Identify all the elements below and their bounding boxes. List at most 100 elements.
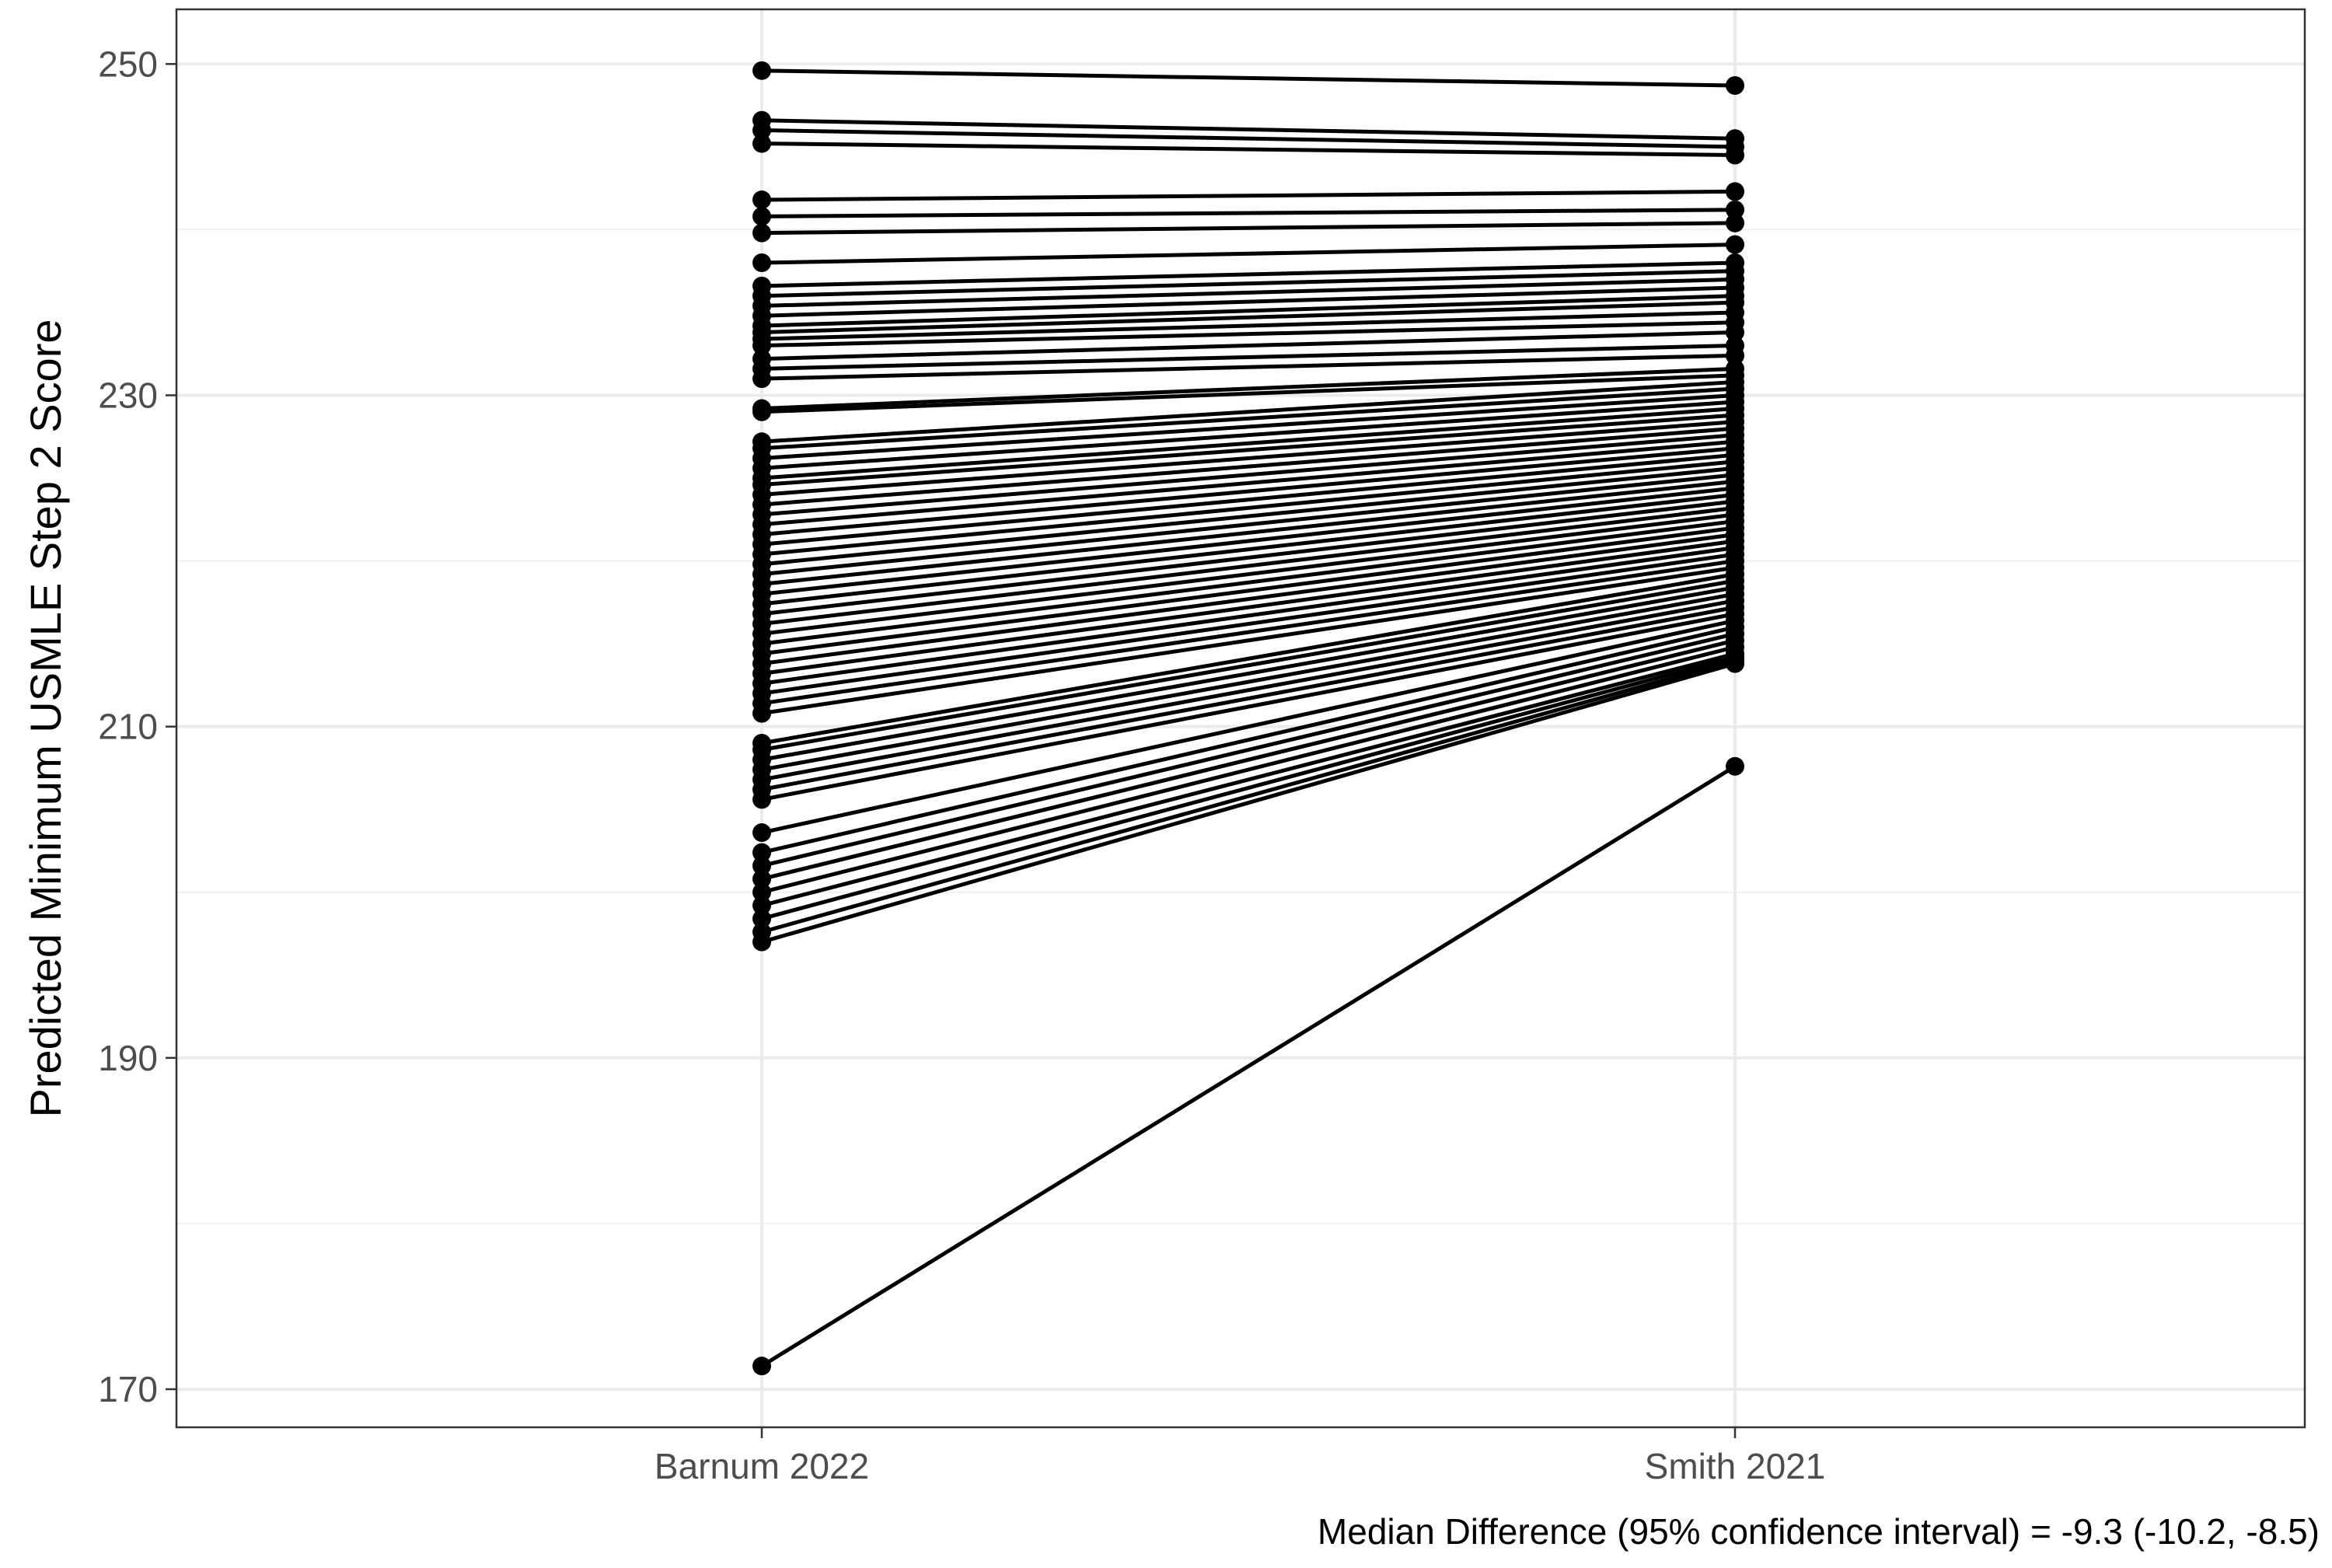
- pair-line: [761, 128, 1736, 149]
- pair-line: [761, 439, 1736, 527]
- point-smith-2021: [1726, 213, 1744, 232]
- pair-line: [761, 486, 1736, 596]
- pair-line: [761, 631, 1736, 868]
- y-tick-label: 230: [98, 375, 158, 415]
- point-barnum-2022: [752, 336, 771, 355]
- point-barnum-2022: [752, 120, 771, 140]
- pair-line: [761, 572, 1736, 746]
- pair-line: [761, 208, 1736, 218]
- point-barnum-2022: [752, 856, 771, 875]
- point-smith-2021: [1726, 182, 1744, 201]
- pair-line: [761, 625, 1736, 855]
- caption: Median Difference (95% confidence interv…: [1318, 1511, 2320, 1552]
- pair-line: [761, 658, 1736, 934]
- pair-line: [761, 644, 1736, 895]
- pair-line: [761, 532, 1736, 666]
- pair-line: [761, 539, 1736, 676]
- point-smith-2021: [1726, 235, 1744, 254]
- pair-line: [761, 651, 1736, 908]
- pair-line: [761, 499, 1736, 616]
- pair-line: [761, 320, 1736, 348]
- point-barnum-2022: [752, 369, 771, 389]
- pair-line: [761, 277, 1736, 308]
- pair-line: [760, 764, 1737, 1368]
- pair-line: [761, 366, 1736, 411]
- point-barnum-2022: [752, 134, 771, 153]
- pair-line: [761, 519, 1736, 646]
- point-barnum-2022: [752, 402, 771, 421]
- point-smith-2021: [1726, 654, 1744, 673]
- series-points: [752, 61, 1744, 1376]
- point-barnum-2022: [752, 207, 771, 226]
- pair-line: [761, 300, 1736, 335]
- point-barnum-2022: [752, 909, 771, 928]
- pair-line: [761, 638, 1736, 882]
- pair-line: [761, 118, 1736, 141]
- pair-line: [761, 269, 1736, 299]
- pair-line: [761, 512, 1736, 636]
- point-barnum-2022: [752, 1357, 771, 1376]
- pair-line: [761, 310, 1736, 341]
- pair-line: [761, 546, 1736, 686]
- pair-line: [761, 141, 1736, 158]
- pair-line: [761, 243, 1736, 265]
- pair-line: [761, 426, 1736, 507]
- point-barnum-2022: [752, 932, 771, 952]
- point-barnum-2022: [752, 869, 771, 889]
- pair-line: [761, 605, 1736, 792]
- point-smith-2021: [1726, 76, 1744, 96]
- pair-line: [761, 260, 1736, 288]
- pair-line: [761, 655, 1736, 921]
- x-tick-label: Barnum 2022: [655, 1446, 869, 1486]
- plot-border: [175, 8, 2306, 1429]
- y-tick-label: 170: [98, 1369, 158, 1409]
- pair-line: [761, 578, 1736, 752]
- x-axis-ticks: Barnum 2022 Smith 2021: [655, 1427, 1825, 1486]
- pair-line: [761, 599, 1736, 782]
- y-tick-label: 210: [98, 707, 158, 747]
- pair-line: [761, 420, 1736, 497]
- pair-line: [761, 373, 1736, 414]
- pair-line: [761, 466, 1736, 567]
- pair-line: [761, 505, 1736, 627]
- point-smith-2021: [1726, 323, 1744, 342]
- pair-line: [761, 330, 1736, 361]
- point-smith-2021: [1726, 145, 1744, 165]
- point-barnum-2022: [752, 823, 771, 843]
- point-smith-2021: [1726, 756, 1744, 776]
- pair-line: [761, 612, 1736, 801]
- x-tick-label: Smith 2021: [1645, 1446, 1826, 1486]
- y-axis-title: Predicted Minimum USMLE Step 2 Score: [21, 319, 70, 1117]
- pair-line: [761, 552, 1736, 696]
- pair-line: [761, 407, 1736, 480]
- point-smith-2021: [1726, 346, 1744, 365]
- y-axis-ticks: 170 190 210 230 250: [98, 44, 176, 1409]
- point-barnum-2022: [752, 843, 771, 862]
- point-barnum-2022: [752, 896, 771, 915]
- pair-line: [761, 379, 1736, 444]
- point-barnum-2022: [752, 704, 771, 723]
- pair-line: [761, 386, 1736, 451]
- plot-background: [176, 9, 2305, 1427]
- point-smith-2021: [1726, 200, 1744, 219]
- pair-line: [761, 492, 1736, 606]
- pair-line: [761, 221, 1736, 236]
- y-tick-label: 250: [98, 44, 158, 84]
- pair-line: [761, 68, 1736, 88]
- pair-line: [761, 526, 1736, 656]
- pair-line: [761, 393, 1736, 460]
- pair-line: [761, 565, 1736, 716]
- pair-line: [761, 473, 1736, 577]
- pair-line: [761, 479, 1736, 586]
- pair-line: [761, 459, 1736, 557]
- pair-line: [761, 400, 1736, 470]
- y-tick-label: 190: [98, 1038, 158, 1078]
- pair-line: [761, 559, 1736, 706]
- point-barnum-2022: [752, 61, 771, 80]
- pair-line: [761, 662, 1736, 945]
- pair-line: [761, 413, 1736, 487]
- pair-line: [761, 285, 1736, 318]
- pair-line: [761, 452, 1736, 547]
- series-lines: [760, 68, 1737, 1368]
